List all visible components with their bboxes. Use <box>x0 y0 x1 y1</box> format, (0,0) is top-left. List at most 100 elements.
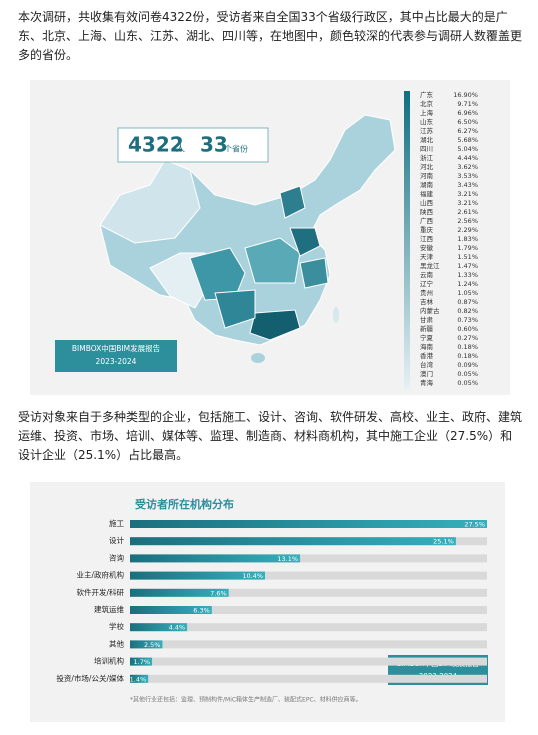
legend-name: 山西 <box>420 198 434 207</box>
legend-name: 广西 <box>420 216 434 225</box>
legend-name: 安徽 <box>420 243 434 252</box>
legend-name: 陕西 <box>420 207 434 216</box>
legend-value: 16.90% <box>453 91 478 99</box>
legend-value: 6.27% <box>457 127 478 135</box>
legend-name: 内蒙古 <box>420 306 440 315</box>
bar-track <box>130 571 487 580</box>
value-label: 7.6% <box>210 589 227 597</box>
value-label: 1.7% <box>134 658 151 666</box>
legend-value: 1.24% <box>457 280 478 288</box>
bar-track <box>130 623 487 632</box>
category-label: 咨询 <box>109 552 124 562</box>
legend-name: 香港 <box>420 351 434 360</box>
legend-value: 0.05% <box>457 379 478 387</box>
province-shape <box>249 309 301 341</box>
map-panel: 4322 人 33 个省份 BIMBOX中国BIM发展报告 2023-2024 … <box>30 80 510 395</box>
bar <box>130 520 487 528</box>
legend-name: 重庆 <box>420 225 434 234</box>
value-label: 25.1% <box>433 538 454 546</box>
legend-name: 湖北 <box>420 135 434 144</box>
value-label: 2.5% <box>144 641 161 649</box>
legend-value: 1.47% <box>457 262 478 270</box>
legend-name: 四川 <box>420 145 433 153</box>
island <box>251 353 265 363</box>
legend-value: 6.96% <box>457 109 478 117</box>
bar <box>130 554 301 563</box>
legend-name: 辽宁 <box>420 279 434 288</box>
bar-track <box>130 606 487 614</box>
legend-name: 浙江 <box>420 153 434 162</box>
legend-name: 河南 <box>420 171 434 180</box>
legend-name: 天津 <box>420 253 434 261</box>
legend-value: 3.43% <box>457 181 478 189</box>
legend-value: 0.73% <box>457 316 478 324</box>
legend-value: 0.18% <box>457 352 478 360</box>
legend-value: 3.21% <box>457 199 478 207</box>
legend-value: 9.71% <box>457 100 478 108</box>
legend-value: 3.62% <box>457 163 478 171</box>
legend-name: 江苏 <box>420 126 434 135</box>
legend-value: 2.56% <box>457 217 478 225</box>
category-label: 投资/市场/公关/媒体 <box>56 673 124 683</box>
category-label: 其他 <box>109 638 124 648</box>
legend-value: 0.87% <box>457 298 478 306</box>
value-label: 10.4% <box>242 572 263 580</box>
legend-value: 1.33% <box>457 271 478 279</box>
legend-value: 2.61% <box>457 208 478 216</box>
legend-name: 黑龙江 <box>420 261 440 270</box>
legend-name: 江西 <box>420 235 434 243</box>
bar <box>130 606 212 614</box>
legend-value: 6.50% <box>457 118 478 126</box>
bar <box>130 657 153 666</box>
province-shape <box>279 185 306 219</box>
panel-bg <box>30 482 505 722</box>
bar <box>130 640 163 649</box>
province-shape <box>214 289 256 329</box>
province-shape <box>299 257 329 289</box>
stats-box <box>117 127 269 163</box>
legend-name: 云南 <box>420 270 434 279</box>
bar-track <box>130 640 487 649</box>
legend-name: 澳门 <box>420 369 433 378</box>
stat-unit: 个省份 <box>224 144 248 154</box>
category-label: 施工 <box>109 518 124 528</box>
legend-name: 宁夏 <box>420 333 434 342</box>
legend-value: 5.04% <box>457 145 478 153</box>
legend-name: 海南 <box>420 342 434 351</box>
value-label: 4.4% <box>169 624 186 632</box>
years: 2023-2024 <box>96 357 137 366</box>
province-shape <box>289 227 321 257</box>
province-shape <box>189 247 246 301</box>
bar <box>130 571 266 580</box>
province-shape <box>244 237 301 284</box>
legend-value: 1.79% <box>457 244 478 252</box>
island <box>333 307 339 323</box>
chart-title: 受访者所在机构分布 <box>135 497 234 511</box>
legend-name: 河北 <box>420 163 434 171</box>
category-label: 培训机构 <box>94 656 124 666</box>
legend-name: 福建 <box>420 189 434 198</box>
value-label: 1.4% <box>130 675 147 683</box>
category-label: 学校 <box>109 621 124 631</box>
legend-value: 0.18% <box>457 343 478 351</box>
legend-name: 广东 <box>420 90 434 99</box>
legend-value: 0.60% <box>457 325 478 333</box>
legend-name: 台湾 <box>420 360 434 369</box>
bar-track <box>130 554 487 563</box>
category-label: 软件开发/科研 <box>76 587 124 597</box>
legend-value: 1.51% <box>457 253 478 261</box>
legend-value: 0.27% <box>457 334 478 342</box>
legend-value: 1.05% <box>457 289 478 297</box>
legend-value: 3.21% <box>457 190 478 198</box>
legend-value: 2.29% <box>457 226 478 234</box>
legend-value: 3.53% <box>457 172 478 180</box>
brand-box <box>55 340 177 372</box>
color-scale <box>404 91 410 389</box>
legend-value: 5.68% <box>457 136 478 144</box>
legend-value: 4.44% <box>457 154 478 162</box>
bar-chart: 受访者所在机构分布 BIMBOX中国BIM发展报告 2023-2024 *其他行… <box>30 482 505 722</box>
bar <box>130 537 456 546</box>
category-label: 业主/政府机构 <box>76 570 124 580</box>
bar <box>130 623 188 632</box>
